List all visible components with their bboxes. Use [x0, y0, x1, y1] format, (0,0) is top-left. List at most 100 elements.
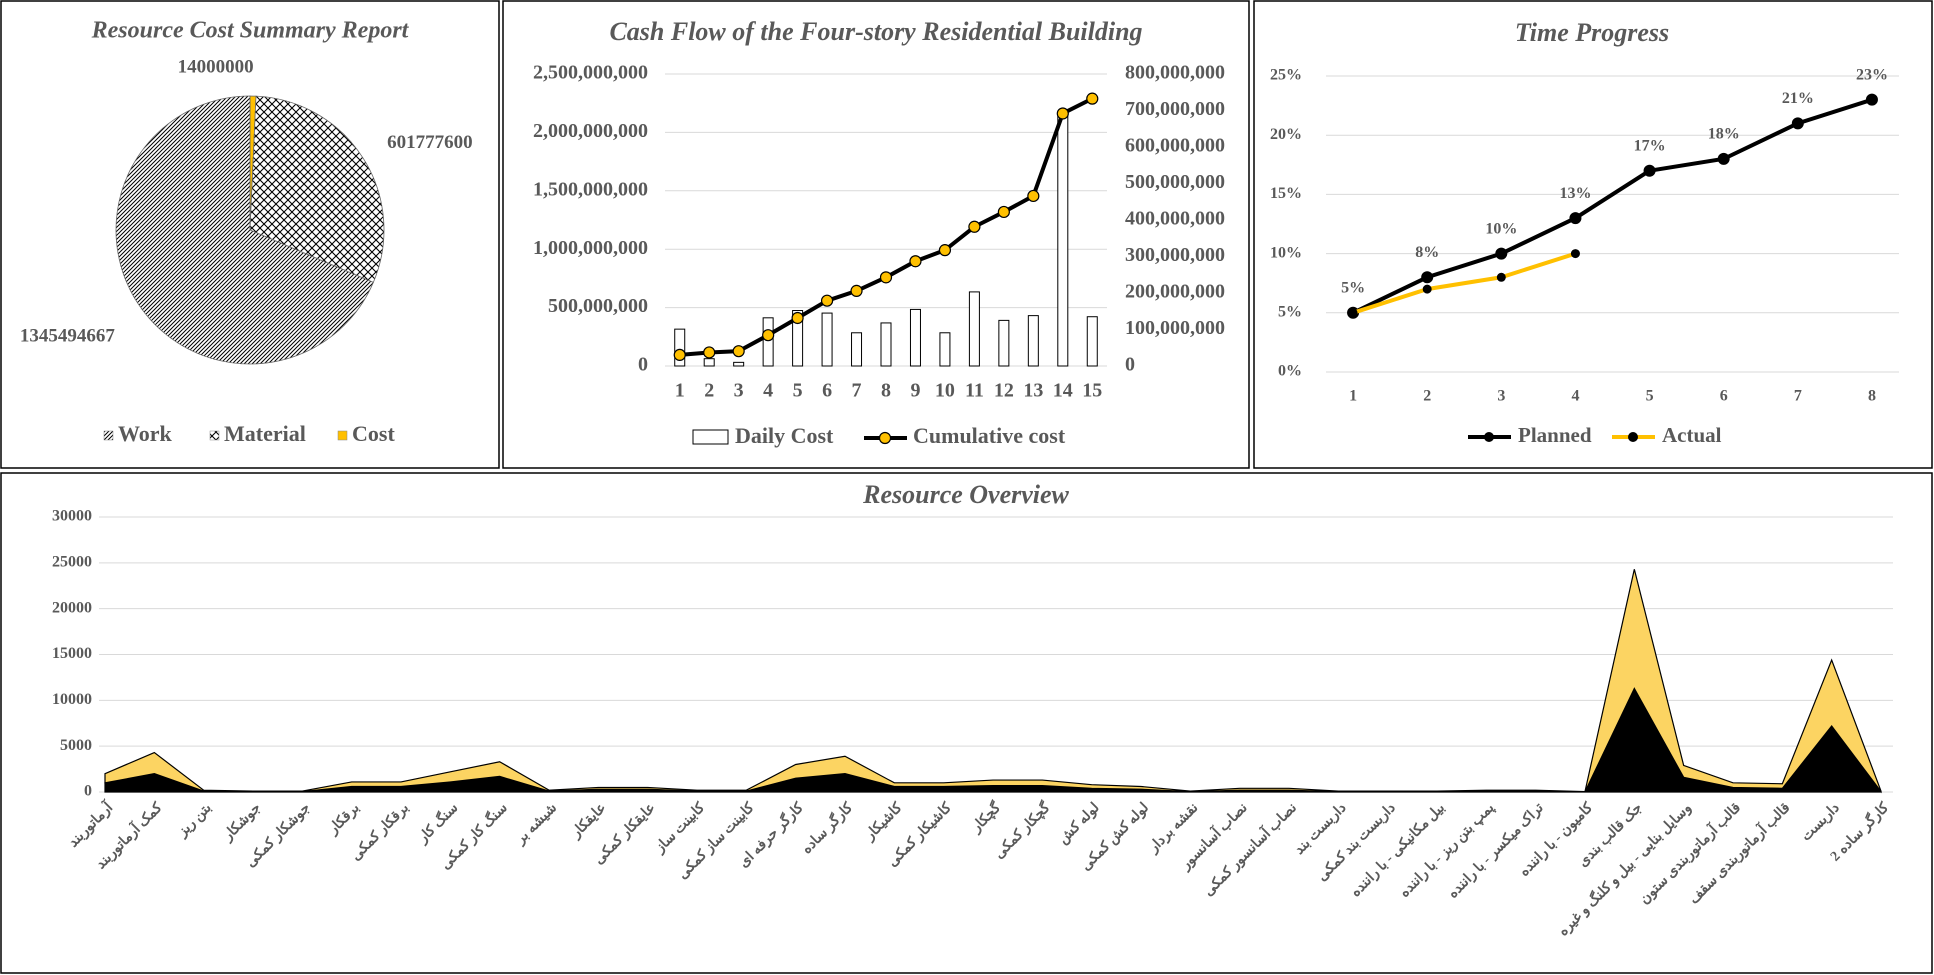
bar: [792, 310, 804, 367]
bar: [703, 358, 715, 367]
marker: [1348, 308, 1358, 318]
marker: [879, 271, 893, 284]
x-tick-label: 7: [852, 380, 862, 402]
line: [1352, 97, 1873, 315]
marker: [997, 205, 1010, 219]
marker: [938, 244, 952, 257]
bar: [1027, 315, 1039, 367]
bar: [851, 332, 863, 367]
y-tick-label: 25%: [1270, 67, 1302, 84]
x-tick-label: 8: [881, 380, 891, 402]
marker: [1717, 152, 1730, 165]
marker: [1570, 249, 1580, 259]
data-label: 1345494667: [20, 326, 116, 347]
y-tick-label: 500,000,000: [548, 295, 648, 317]
x-tick-label: 1: [675, 380, 685, 402]
bar: [968, 291, 980, 367]
bar: [674, 328, 686, 367]
x-tick-label: 5: [793, 380, 803, 402]
marker: [1422, 284, 1432, 294]
marker: [1056, 107, 1069, 120]
line: [1352, 251, 1577, 315]
data-label: 18%: [1708, 126, 1740, 143]
y2-tick-label: 500,000,000: [1125, 171, 1225, 193]
x-tick-label: 4: [1571, 388, 1579, 405]
bar: [733, 361, 745, 367]
x-tick-label: 4: [763, 380, 773, 402]
y2-tick-label: 200,000,000: [1125, 281, 1225, 303]
y-tick-label: 10000: [52, 691, 92, 708]
x-tick-label: 1: [1349, 388, 1357, 405]
legend-marker: [209, 430, 220, 441]
marker: [1569, 212, 1582, 225]
bar: [762, 317, 774, 367]
data-label: 5%: [1341, 279, 1365, 296]
y-tick-label: 20%: [1270, 126, 1302, 143]
chart-title: Time Progress: [1515, 18, 1669, 47]
y2-tick-label: 800,000,000: [1125, 62, 1225, 84]
y2-tick-label: 100,000,000: [1125, 317, 1225, 339]
x-tick-label: 6: [822, 380, 832, 402]
marker: [968, 220, 981, 233]
y-tick-label: 20000: [52, 599, 92, 616]
legend-label: Work: [118, 421, 173, 446]
x-tick-label: 8: [1868, 388, 1876, 405]
legend-marker: [103, 430, 114, 441]
x-tick-label: 2: [1423, 388, 1431, 405]
chart-title: Cash Flow of the Four-story Residential …: [609, 17, 1142, 46]
data-label: 601777600: [387, 132, 473, 153]
y2-tick-label: 300,000,000: [1125, 244, 1225, 266]
bar: [1086, 316, 1098, 367]
x-tick-label: 3: [734, 380, 744, 402]
y-tick-label: 0: [638, 354, 648, 376]
legend-label: Cost: [352, 421, 395, 446]
data-label: 21%: [1782, 90, 1814, 107]
legend-marker: [1628, 432, 1638, 442]
x-tick-label: 11: [965, 380, 984, 402]
legend-label: Material: [224, 421, 306, 446]
y-tick-label: 30000: [52, 508, 92, 525]
x-tick-label: 15: [1082, 380, 1102, 402]
marker: [909, 255, 922, 268]
marker: [762, 329, 775, 342]
chart-title: Resource Cost Summary Report: [91, 18, 410, 44]
x-tick-label: 6: [1720, 388, 1728, 405]
legend-marker: [878, 431, 892, 445]
x-tick-label: 5: [1646, 388, 1654, 405]
x-tick-label: 3: [1497, 388, 1505, 405]
marker: [1495, 247, 1508, 260]
marker: [1421, 271, 1434, 284]
marker: [732, 345, 745, 358]
y-tick-label: 1,000,000,000: [533, 237, 648, 259]
bar: [998, 319, 1010, 367]
data-label: 23%: [1856, 66, 1888, 83]
data-label: 8%: [1415, 244, 1439, 261]
legend-label: Daily Cost: [735, 423, 834, 448]
bar: [880, 322, 892, 367]
bar: [821, 312, 833, 367]
x-tick-label: 14: [1053, 380, 1073, 402]
bar: [939, 332, 951, 367]
y2-tick-label: 700,000,000: [1125, 98, 1225, 120]
x-tick-label: 10: [935, 380, 955, 402]
cashflow-panel: [502, 0, 1250, 469]
marker: [820, 294, 834, 307]
pie-slice: [249, 95, 385, 283]
x-tick-label: 7: [1794, 388, 1802, 405]
data-label: 10%: [1485, 220, 1517, 237]
x-tick-label: 9: [910, 380, 920, 402]
area: [104, 569, 1882, 794]
y-tick-label: 1,500,000,000: [533, 178, 648, 200]
y2-tick-label: 0: [1125, 354, 1135, 376]
marker: [673, 348, 686, 362]
y-tick-label: 5%: [1278, 303, 1302, 320]
y-tick-label: 15000: [52, 645, 92, 662]
marker: [1027, 189, 1040, 203]
legend-label: Planned: [1518, 423, 1592, 447]
marker: [1086, 92, 1099, 105]
pie-slice: [115, 95, 374, 365]
y-tick-label: 25000: [52, 554, 92, 571]
marker: [703, 346, 716, 359]
